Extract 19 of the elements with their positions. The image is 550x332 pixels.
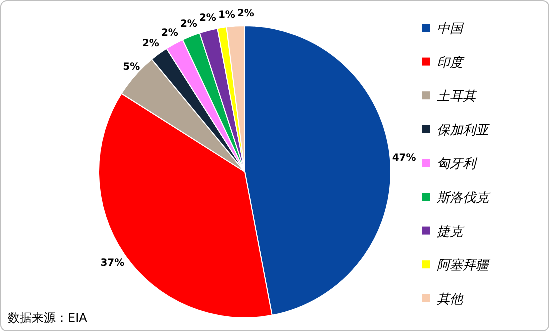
data-label: 5%	[123, 62, 140, 74]
legend-label: 其他	[437, 292, 464, 308]
data-label: 47%	[392, 152, 416, 164]
legend-label: 保加利亚	[437, 123, 490, 138]
legend-label: 匈牙利	[437, 157, 478, 172]
data-label: 2%	[199, 13, 216, 24]
data-label: 2%	[180, 19, 198, 30]
legend-label: 中国	[437, 22, 465, 37]
legend-label: 斯洛伐克	[436, 191, 491, 206]
legend-label: 土耳其	[437, 90, 478, 105]
legend-label: 捷克	[437, 224, 465, 240]
legend-label: 印度	[437, 54, 465, 71]
data-label: 2%	[237, 8, 254, 20]
data-label: 2%	[142, 38, 160, 50]
legend-label: 阿塞拜疆	[437, 258, 491, 274]
data-label: 1%	[218, 10, 236, 21]
data-label: 37%	[100, 258, 125, 269]
source-note: 数据来源：EIA	[8, 311, 88, 325]
data-label: 2%	[161, 28, 178, 39]
